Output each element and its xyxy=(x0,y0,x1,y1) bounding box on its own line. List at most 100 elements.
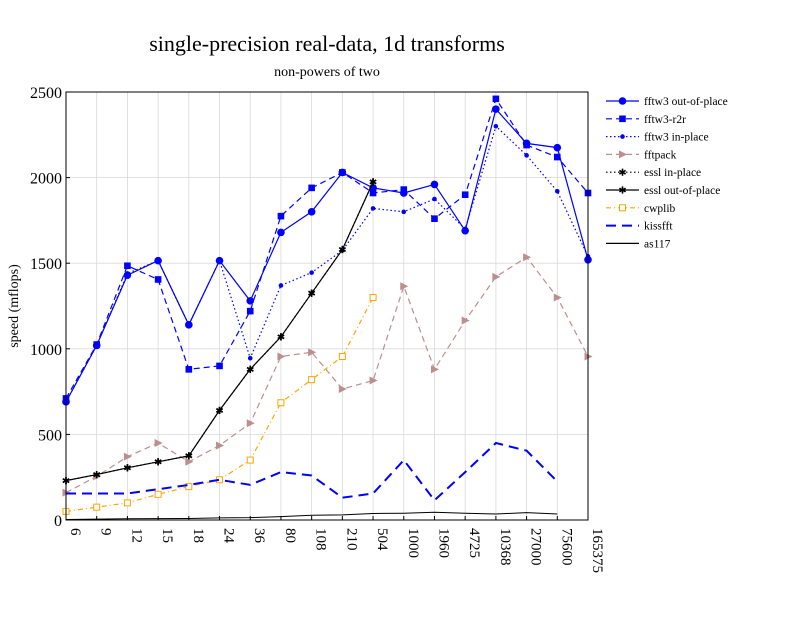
x-tick-label: 1960 xyxy=(435,528,451,558)
x-tick-label: 24 xyxy=(221,528,237,544)
data-point xyxy=(93,503,101,511)
data-point xyxy=(553,153,561,161)
data-point xyxy=(154,490,162,498)
legend-item: fftpack xyxy=(606,149,677,161)
legend-marker xyxy=(619,150,627,159)
star-stroke xyxy=(246,366,254,372)
x-tick-label: 18 xyxy=(190,528,206,543)
plot-frame xyxy=(65,91,589,521)
data-point xyxy=(369,376,378,385)
data-point xyxy=(307,208,316,216)
data-point xyxy=(123,452,132,461)
data-point xyxy=(123,464,131,472)
data-point xyxy=(431,215,438,222)
series-kissfft xyxy=(66,441,559,502)
data-point xyxy=(247,355,253,361)
star-stroke xyxy=(369,179,377,185)
x-tick-label: 27000 xyxy=(528,528,544,566)
star-stroke xyxy=(308,290,316,296)
x-tick-label: 165375 xyxy=(589,528,605,573)
legend-marker xyxy=(618,186,627,194)
data-point xyxy=(308,376,316,384)
legend-label: fftpack xyxy=(644,149,677,161)
chart-title: single-precision real-data, 1d transform… xyxy=(149,31,505,56)
star-stroke xyxy=(215,407,224,413)
x-tick-label: 10368 xyxy=(497,528,513,566)
star-stroke xyxy=(618,187,627,193)
data-point xyxy=(246,297,255,305)
data-point xyxy=(308,289,316,297)
series-line xyxy=(65,511,558,520)
legend-item: kissfft xyxy=(606,221,673,233)
data-point xyxy=(277,228,285,237)
legend-marker xyxy=(618,97,627,105)
legend-item: cwplib xyxy=(606,203,676,215)
legend-label: essl out-of-place xyxy=(644,185,720,197)
y-tick-label: 1500 xyxy=(30,256,62,273)
legend-marker xyxy=(618,168,627,176)
x-tick-label: 12 xyxy=(128,528,144,543)
data-point xyxy=(461,316,470,325)
star-stroke xyxy=(93,472,101,478)
data-point xyxy=(523,141,530,149)
data-point xyxy=(277,333,285,341)
data-point xyxy=(401,209,407,215)
data-point xyxy=(400,186,408,193)
star-stroke xyxy=(338,247,346,252)
star-stroke xyxy=(277,334,285,340)
data-point xyxy=(432,196,437,202)
data-point xyxy=(246,456,254,464)
y-tick-label: 1000 xyxy=(30,342,62,359)
data-point xyxy=(124,262,131,270)
data-point xyxy=(430,365,439,374)
y-tick-label: 2000 xyxy=(30,171,62,188)
legend-label: fftw3 out-of-place xyxy=(644,96,728,108)
star-stroke xyxy=(618,169,627,175)
series-line xyxy=(65,107,589,403)
data-point xyxy=(461,191,469,199)
legend-label: as117 xyxy=(644,238,671,250)
data-point xyxy=(523,253,532,262)
star-stroke xyxy=(154,459,162,465)
legend-item: fftw3 in-place xyxy=(606,132,709,144)
data-point xyxy=(369,178,377,186)
data-point xyxy=(217,258,222,263)
data-point xyxy=(553,293,562,302)
series-line xyxy=(65,256,589,494)
series-line xyxy=(65,97,589,399)
y-axis-label: speed (mflops) xyxy=(7,264,22,348)
data-point xyxy=(308,184,315,192)
legend-item: fftw3-r2r xyxy=(606,114,686,126)
data-point xyxy=(462,226,468,232)
data-point xyxy=(277,212,285,220)
data-point xyxy=(154,458,162,466)
series-line xyxy=(66,441,559,502)
data-point xyxy=(216,441,225,450)
x-tick-label: 4725 xyxy=(466,528,482,558)
legend-item: as117 xyxy=(606,238,671,250)
data-point xyxy=(94,343,100,348)
data-point xyxy=(246,419,255,428)
y-tick-label: 500 xyxy=(38,427,62,444)
data-point xyxy=(185,457,194,466)
legend-marker xyxy=(620,134,625,139)
y-tick-label: 2500 xyxy=(30,85,62,102)
series-fftpack xyxy=(62,253,593,497)
data-point xyxy=(309,270,314,275)
x-tick-label: 75600 xyxy=(558,528,574,566)
legend-marker xyxy=(619,204,626,212)
legend-item: fftw3 out-of-place xyxy=(606,96,728,108)
legend-label: fftw3 in-place xyxy=(644,132,709,144)
legend: fftw3 out-of-place fftw3-r2r fftw3 in-plac… xyxy=(606,96,728,250)
data-point xyxy=(246,307,254,315)
legend-label: cwplib xyxy=(644,203,676,215)
data-point xyxy=(492,95,500,103)
data-point xyxy=(338,385,347,394)
series-line xyxy=(65,125,589,403)
legend-label: fftw3-r2r xyxy=(644,114,686,126)
data-point xyxy=(277,399,285,407)
data-point xyxy=(185,483,193,491)
data-point xyxy=(369,293,377,301)
